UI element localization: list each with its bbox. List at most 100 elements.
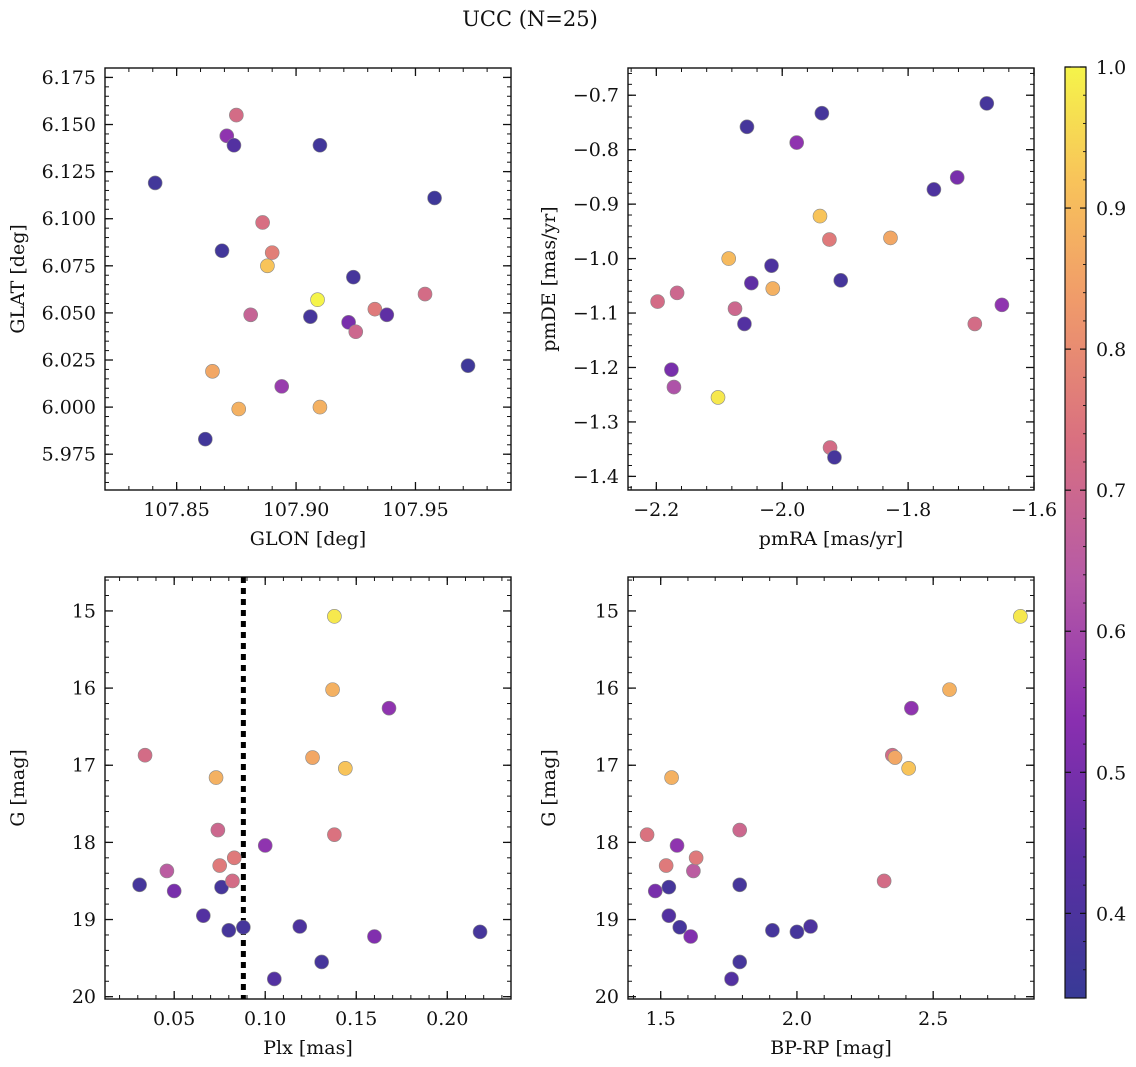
y-tick-label: 6.125 — [42, 161, 96, 183]
data-point — [208, 770, 224, 785]
y-tick-label: −1.1 — [573, 303, 619, 325]
data-point — [427, 190, 442, 206]
data-point — [994, 297, 1010, 313]
data-point — [666, 379, 682, 395]
data-point — [214, 879, 229, 895]
data-point — [833, 273, 849, 288]
data-point — [721, 251, 737, 266]
data-point — [367, 929, 382, 944]
data-point — [732, 822, 748, 838]
data-point — [926, 182, 942, 197]
colorbar-tick-label: 0.4 — [1096, 903, 1126, 925]
panel-plx-g: 0.05 0.10 0.15 0.20 15 16 17 18 19 20 Plx [mas] G [… — [7, 576, 512, 1059]
data-point — [967, 316, 983, 332]
plot-frame — [627, 576, 1035, 1000]
data-point — [664, 362, 679, 377]
data-point — [381, 700, 397, 716]
data-point — [664, 770, 679, 785]
y-tick-label: 20 — [595, 986, 619, 1008]
data-point — [1013, 609, 1028, 624]
data-point — [292, 919, 308, 934]
colorbar-tick-label: 1.0 — [1096, 57, 1126, 79]
y-axis-label: G [mag] — [7, 749, 29, 827]
data-point — [472, 924, 488, 940]
data-point — [683, 929, 698, 944]
data-point — [236, 919, 251, 935]
data-point — [264, 245, 280, 260]
data-point — [688, 850, 704, 866]
data-point — [732, 954, 748, 970]
y-tick-label: −0.9 — [573, 194, 619, 216]
x-tick-label: −2.0 — [759, 499, 805, 521]
data-point — [883, 230, 898, 246]
y-tick-label: 17 — [595, 755, 619, 777]
data-point — [765, 281, 781, 296]
colorbar-gradient — [1064, 66, 1087, 999]
data-point — [669, 838, 685, 853]
data-point — [764, 258, 779, 273]
data-point — [312, 137, 328, 153]
data-point — [229, 107, 244, 123]
data-point — [196, 908, 211, 923]
x-tick-label: 107.85 — [143, 499, 209, 521]
data-point — [650, 294, 665, 309]
data-point — [166, 883, 182, 899]
y-tick-label: −1.2 — [573, 357, 619, 379]
colorbar-tick-label: 0.6 — [1096, 621, 1126, 643]
data-point — [737, 316, 752, 332]
y-tick-label: 20 — [72, 986, 96, 1008]
data-point — [812, 208, 828, 224]
data-point — [226, 137, 242, 153]
panel-glon-glat: 107.85 107.90 107.95 5.975 6.000 6.025 6.050 6.… — [7, 67, 512, 550]
data-point — [949, 170, 965, 185]
plot-frame — [104, 576, 512, 1000]
y-tick-label: 5.975 — [42, 444, 96, 466]
data-point — [312, 399, 328, 415]
data-point — [257, 838, 273, 853]
y-tick-label: 6.100 — [42, 208, 96, 230]
data-point — [739, 119, 755, 135]
data-point — [303, 309, 318, 324]
data-point — [942, 682, 957, 697]
data-point — [379, 307, 395, 323]
x-tick-label: 0.15 — [335, 1008, 377, 1030]
data-point — [214, 243, 230, 259]
x-tick-label: 1.5 — [646, 1008, 676, 1030]
data-point — [669, 285, 685, 301]
x-tick-label: 2.5 — [918, 1008, 948, 1030]
y-tick-label: −0.8 — [573, 139, 619, 161]
data-point — [460, 358, 476, 373]
data-point — [789, 135, 804, 150]
y-tick-label: 19 — [595, 909, 619, 931]
data-point — [221, 923, 237, 938]
y-tick-label: 6.150 — [42, 114, 96, 136]
data-point — [314, 954, 329, 970]
data-point — [210, 822, 226, 838]
colorbar-tick-label: 0.7 — [1096, 480, 1126, 502]
panel-pmra-pmde: −2.2 −2.0 −1.8 −1.6 −1.4 −1.3 −1.2 −1.1 −1.0 −0.9… — [538, 67, 1057, 550]
data-point — [639, 827, 655, 842]
data-point — [904, 700, 919, 716]
y-tick-label: 16 — [595, 678, 619, 700]
x-tick-label: 0.20 — [426, 1008, 468, 1030]
x-axis-label: BP-RP [mag] — [770, 1037, 892, 1059]
data-point — [310, 292, 325, 308]
data-point — [814, 105, 830, 121]
x-axis-label: Plx [mas] — [263, 1037, 353, 1059]
data-point — [822, 232, 837, 247]
data-point — [710, 390, 726, 405]
data-point — [274, 379, 290, 394]
data-point — [198, 431, 213, 447]
data-point — [765, 923, 780, 938]
colorbar: 0.4 0.5 0.6 0.7 0.8 0.9 1.0 — [1064, 57, 1126, 999]
panel-bprp-g: 1.5 2.0 2.5 15 16 17 18 19 20 BP-RP [mag] G [mag] — [538, 576, 1035, 1059]
x-tick-label: −1.8 — [885, 499, 931, 521]
x-tick-label: 2.0 — [782, 1008, 812, 1030]
data-point — [225, 873, 240, 889]
y-tick-label: 15 — [595, 600, 619, 622]
y-tick-label: 18 — [72, 832, 96, 854]
data-point — [672, 919, 688, 935]
data-point — [417, 286, 433, 302]
data-point — [205, 364, 220, 379]
